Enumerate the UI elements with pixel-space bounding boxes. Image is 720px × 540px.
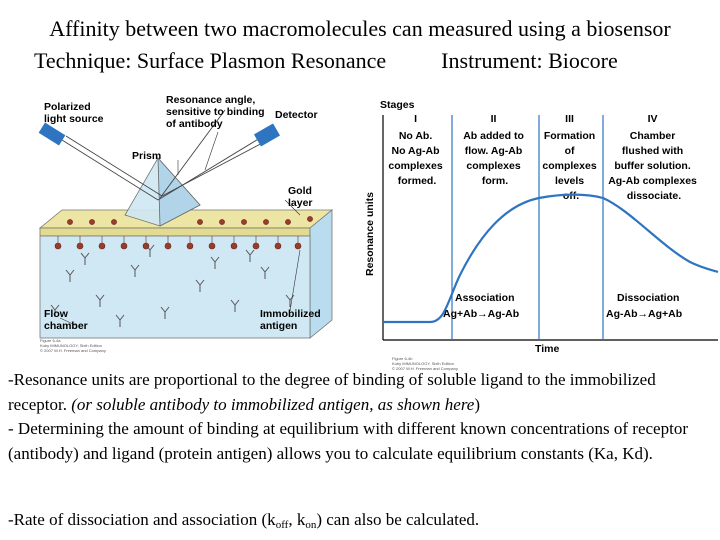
y-axis-label: Resonance units [364, 192, 376, 276]
spr-schematic: Polarized light source Resonance angle, … [38, 94, 334, 353]
flow-chamber-label: Flow chamber [44, 308, 88, 332]
association-title: Association [455, 292, 515, 304]
explanation-text: -Resonance units are proportional to the… [8, 368, 714, 466]
dissociation-title: Dissociation [617, 292, 679, 304]
paragraph-3: -Rate of dissociation and association (k… [8, 510, 480, 531]
soluble-antibodies [50, 244, 295, 327]
gold-layer-edge [39, 227, 311, 237]
gold-layer-label: Gold layer [288, 185, 315, 209]
spr-graph: Stages Resonance units Time I No Ab. No … [364, 99, 719, 371]
title-line-2: Technique: Surface Plasmon Resonance Ins… [34, 48, 618, 73]
light-source [38, 122, 66, 146]
stage-4: IV Chamber flushed with buffer solution.… [608, 113, 700, 202]
prism-label: Prism [132, 150, 161, 162]
stage-2: II Ab added to flow. Ag-Ab complexes for… [463, 113, 527, 187]
paragraph-1: -Resonance units are proportional to the… [8, 370, 656, 414]
dissociation-eq: Ag-Ab→Ag+Ab [606, 308, 682, 320]
stage-3: III Formation of complexes levels off. [542, 113, 599, 202]
association-eq: Ag+Ab→Ag-Ab [443, 308, 519, 320]
light-beams [61, 109, 269, 201]
immobilized-antigen-label: Immobilized antigen [260, 308, 324, 332]
stage-1: I No Ab. No Ag-Ab complexes formed. [388, 113, 445, 187]
paragraph-2: - Determining the amount of binding at e… [8, 419, 688, 463]
resonance-angle-label: Resonance angle, sensitive to binding of… [166, 94, 268, 130]
polarized-light-label: Polarized light source [44, 101, 104, 125]
immobilized-antigen-row [54, 216, 313, 250]
detector [253, 123, 281, 147]
figure-note-b: Figure 6-4b Kuby IMMUNOLOGY, Sixth Editi… [392, 356, 458, 371]
flow-chamber-box [39, 235, 311, 339]
resonance-curve [384, 193, 719, 324]
figure-note-a: Figure 6-4a Kuby IMMUNOLOGY, Sixth Editi… [40, 338, 106, 353]
x-axis-label: Time [535, 343, 559, 355]
detector-label: Detector [275, 109, 318, 121]
stage-dividers [451, 115, 604, 340]
stages-label: Stages [380, 99, 415, 111]
title-line-1: Affinity between two macromolecules can … [49, 16, 671, 41]
